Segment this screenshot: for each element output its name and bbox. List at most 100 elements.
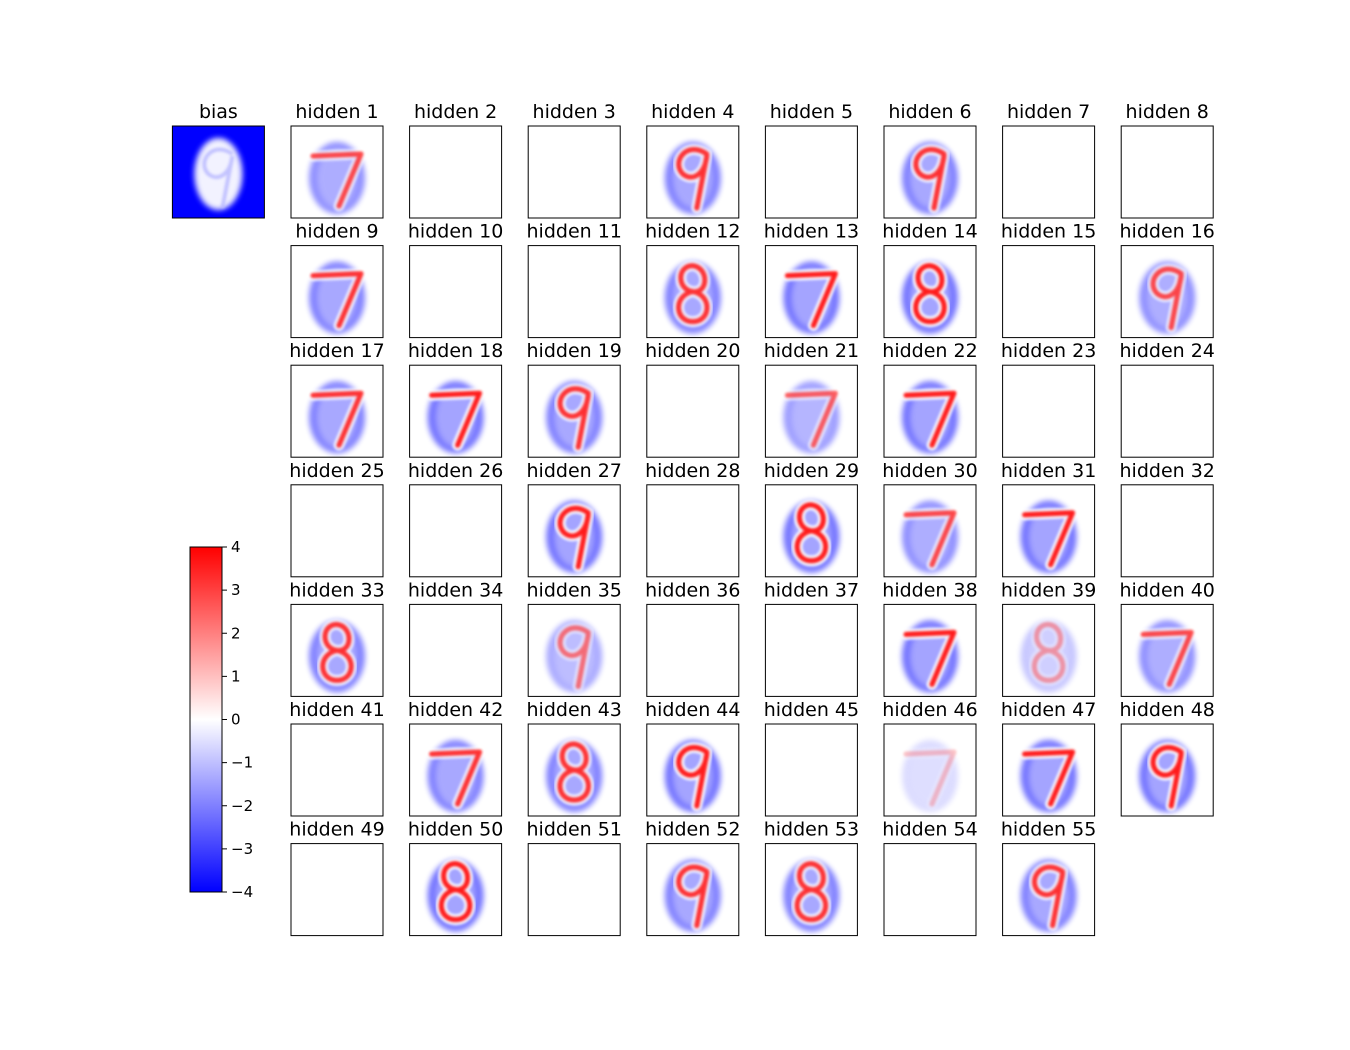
hidden-panel-53: hidden 53 [764,819,859,937]
hidden-panel-15-frame [1002,245,1096,339]
bias-panel-frame [171,125,265,219]
hidden-panel-3: hidden 3 [527,101,621,219]
hidden-panel-39-pattern [1020,618,1077,693]
hidden-panel-1-title: hidden 1 [295,101,378,123]
hidden-panel-19-title: hidden 19 [527,340,622,362]
hidden-panel-37-frame [764,603,858,697]
hidden-panel-23-face [1002,365,1095,458]
hidden-panel-47-pattern [1019,740,1079,812]
hidden-panel-1-frame [290,125,384,219]
hidden-panel-35-title: hidden 35 [527,579,622,601]
hidden-panel-29-pattern [783,499,840,573]
hidden-panel-49-face [291,843,383,936]
hidden-panel-38-title: hidden 38 [882,579,977,601]
colorbar: 4 3 2 1 0 −1 −2 −3 −4 [189,538,253,901]
hidden-panel-44: hidden 44 [645,699,740,817]
hidden-panel-36: hidden 36 [645,579,740,697]
hidden-panel-47: hidden 47 [1001,699,1096,817]
hidden-panel-36-frame [646,603,740,697]
hidden-panel-11: hidden 11 [527,221,622,339]
hidden-panel-7-title: hidden 7 [1007,101,1090,123]
hidden-panel-4: hidden 4 [646,101,740,219]
colorbar-tick-label: 1 [231,667,241,685]
hidden-panel-54-title: hidden 54 [882,819,977,841]
hidden-panel-21: hidden 21 [764,340,859,458]
hidden-panel-16-pattern [1139,261,1196,334]
hidden-panel-52-pattern [664,859,721,932]
hidden-panel-13-title: hidden 13 [764,221,859,243]
hidden-panel-5: hidden 5 [764,101,858,219]
bias-panel-title: bias [199,101,238,123]
hidden-panel-51-title: hidden 51 [527,819,622,841]
hidden-panel-27: hidden 27 [527,460,622,578]
hidden-panel-25-face [291,484,383,577]
hidden-panel-3-face [528,126,621,218]
panel-grid: bias hidden 1 hidden 2 hidden 3 hidden 4 hidd… [171,101,1215,937]
hidden-panel-15-title: hidden 15 [1001,221,1096,243]
hidden-panel-34-frame [409,603,503,697]
hidden-panel-31: hidden 31 [1001,460,1096,578]
hidden-panel-2-title: hidden 2 [414,101,497,123]
hidden-panel-42-pattern [426,740,486,812]
hidden-panel-41-title: hidden 41 [289,699,384,721]
hidden-panel-15: hidden 15 [1001,221,1096,339]
hidden-panel-1: hidden 1 [290,101,384,219]
hidden-panel-27-title: hidden 27 [527,460,622,482]
hidden-panel-20-title: hidden 20 [645,340,740,362]
hidden-panel-18-title: hidden 18 [408,340,503,362]
colorbar-gradient [189,546,223,893]
bias-panel-pattern [172,126,265,218]
colorbar-tick-label: −4 [231,883,253,901]
hidden-panel-9-frame [290,245,384,339]
colorbar-ticks: 4 3 2 1 0 −1 −2 −3 −4 [222,538,253,901]
hidden-panel-6: hidden 6 [883,101,977,219]
hidden-panel-14-title: hidden 14 [882,221,977,243]
hidden-panel-46: hidden 46 [882,699,978,817]
hidden-panel-47-title: hidden 47 [1001,699,1096,721]
hidden-panel-4-pattern [664,142,721,214]
hidden-panel-45-frame [764,723,858,817]
hidden-panel-5-title: hidden 5 [770,101,853,123]
hidden-panel-3-frame [527,125,621,219]
hidden-panel-50-pattern [427,858,484,932]
hidden-panel-52: hidden 52 [645,819,740,937]
hidden-panel-37-title: hidden 37 [764,579,859,601]
hidden-panel-10: hidden 10 [408,221,503,339]
hidden-panel-37: hidden 37 [764,579,859,697]
hidden-panel-18: hidden 18 [408,340,503,458]
colorbar-tick-label: −1 [231,754,253,772]
hidden-panel-21-frame [764,364,858,458]
hidden-panel-37-face [765,604,858,697]
hidden-panel-11-frame [527,245,621,339]
hidden-panel-10-face [409,245,502,338]
hidden-panel-30-frame [883,484,977,578]
hidden-panel-23: hidden 23 [1001,340,1096,458]
hidden-panel-55: hidden 55 [1001,819,1096,937]
hidden-panel-26: hidden 26 [408,460,503,578]
hidden-panel-48-pattern [1139,740,1196,812]
hidden-panel-51-frame [527,843,621,937]
hidden-panel-25: hidden 25 [289,460,385,578]
hidden-panel-34: hidden 34 [408,579,503,697]
hidden-panel-52-frame [646,843,740,937]
hidden-panel-29-frame [764,484,858,578]
hidden-panel-26-frame [409,484,503,578]
hidden-panel-31-title: hidden 31 [1001,460,1096,482]
hidden-panel-33-frame [290,603,384,697]
hidden-panel-34-face [409,604,502,697]
hidden-panel-13-frame [764,245,858,339]
hidden-panel-14: hidden 14 [882,221,978,339]
hidden-panel-29-title: hidden 29 [764,460,859,482]
hidden-panel-20: hidden 20 [645,340,740,458]
hidden-panel-23-title: hidden 23 [1001,340,1096,362]
hidden-panel-19: hidden 19 [527,340,622,458]
hidden-panel-53-frame [764,843,858,937]
hidden-panel-8-face [1121,126,1214,218]
hidden-panel-20-face [646,365,739,458]
hidden-panel-24-title: hidden 24 [1120,340,1215,362]
hidden-panel-51-face [528,843,621,936]
hidden-panel-43-pattern [546,738,603,812]
hidden-panel-26-face [409,484,502,577]
hidden-panel-21-title: hidden 21 [764,340,859,362]
